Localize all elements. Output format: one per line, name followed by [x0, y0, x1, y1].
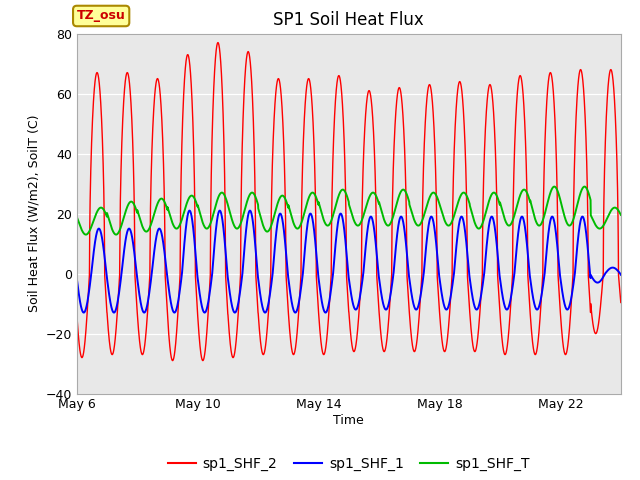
- sp1_SHF_1: [95, 226, 102, 231]
- sp1_SHF_T: [255, 209, 263, 215]
- sp1_SHF_2: [170, 352, 178, 358]
- sp1_SHF_1: [617, 272, 625, 277]
- sp1_SHF_1: [170, 310, 178, 315]
- sp1_SHF_T: [170, 224, 178, 230]
- sp1_SHF_T: [397, 190, 404, 195]
- sp1_SHF_1: [255, 286, 263, 291]
- sp1_SHF_1: [201, 310, 209, 315]
- sp1_SHF_1: [216, 208, 223, 214]
- sp1_SHF_1: [173, 303, 181, 309]
- sp1_SHF_2: [617, 300, 625, 305]
- sp1_SHF_T: [73, 214, 81, 220]
- sp1_SHF_1: [73, 276, 81, 281]
- sp1_SHF_T: [617, 212, 625, 218]
- sp1_SHF_2: [173, 317, 181, 323]
- X-axis label: Time: Time: [333, 414, 364, 427]
- sp1_SHF_T: [580, 184, 588, 190]
- sp1_SHF_2: [397, 88, 404, 94]
- Line: sp1_SHF_1: sp1_SHF_1: [77, 211, 621, 312]
- sp1_SHF_T: [611, 205, 619, 211]
- sp1_SHF_2: [255, 327, 263, 333]
- sp1_SHF_T: [112, 232, 120, 238]
- sp1_SHF_2: [611, 103, 619, 109]
- sp1_SHF_T: [173, 226, 181, 231]
- sp1_SHF_T: [95, 206, 102, 212]
- Text: TZ_osu: TZ_osu: [77, 10, 125, 23]
- sp1_SHF_2: [169, 358, 177, 363]
- sp1_SHF_1: [397, 214, 404, 220]
- sp1_SHF_1: [611, 265, 619, 271]
- Line: sp1_SHF_T: sp1_SHF_T: [77, 187, 621, 235]
- sp1_SHF_2: [95, 77, 102, 83]
- Legend: sp1_SHF_2, sp1_SHF_1, sp1_SHF_T: sp1_SHF_2, sp1_SHF_1, sp1_SHF_T: [163, 451, 535, 476]
- Line: sp1_SHF_2: sp1_SHF_2: [77, 43, 621, 360]
- sp1_SHF_2: [73, 311, 81, 317]
- Y-axis label: Soil Heat Flux (W/m2), SoilT (C): Soil Heat Flux (W/m2), SoilT (C): [27, 115, 40, 312]
- sp1_SHF_2: [214, 40, 222, 46]
- Title: SP1 Soil Heat Flux: SP1 Soil Heat Flux: [273, 11, 424, 29]
